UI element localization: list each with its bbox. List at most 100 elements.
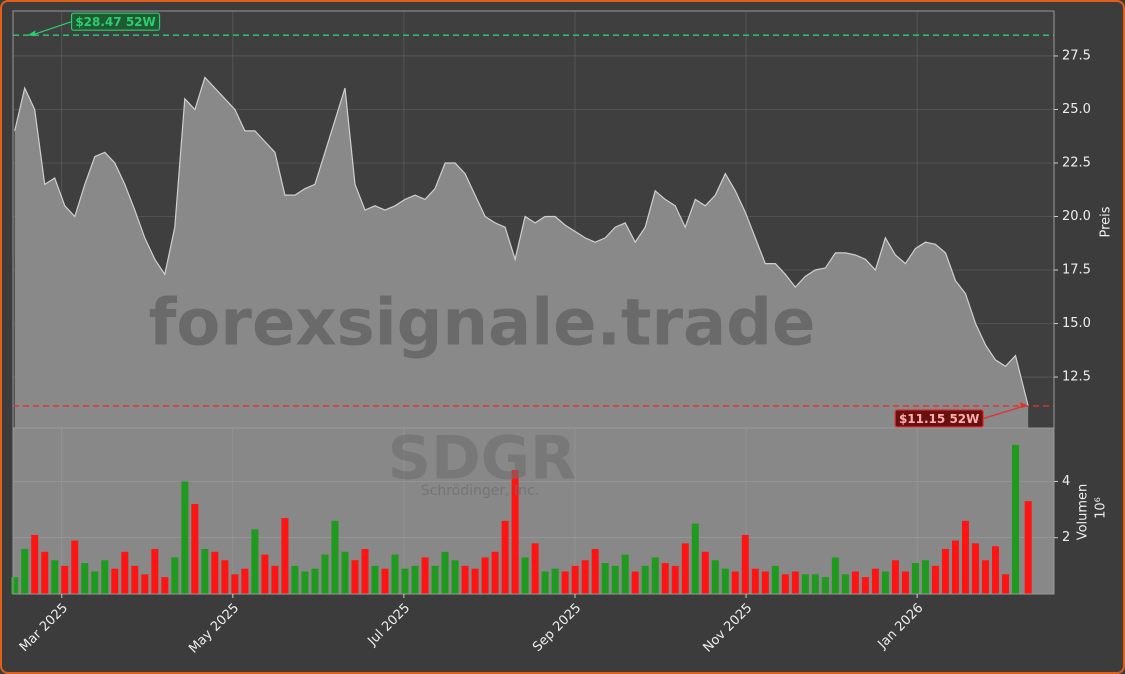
volume-bar bbox=[11, 577, 19, 594]
annotation-box bbox=[70, 12, 161, 31]
volume-bar bbox=[41, 551, 49, 594]
y-tick-label: 25.0 bbox=[1062, 102, 1091, 117]
volume-bar bbox=[61, 565, 69, 594]
company-watermark: Schrödinger, Inc. bbox=[421, 483, 539, 499]
volume-bar bbox=[661, 563, 669, 594]
volume-scale-label: 10⁶ bbox=[1094, 497, 1109, 519]
volume-bar bbox=[51, 560, 59, 594]
volume-bar bbox=[811, 574, 819, 594]
volume-bar bbox=[21, 548, 29, 594]
volume-bar bbox=[601, 563, 609, 594]
volume-bar bbox=[871, 568, 879, 594]
volume-bar bbox=[591, 548, 599, 594]
volume-bar bbox=[891, 560, 899, 594]
annotation-arrowhead bbox=[27, 30, 36, 37]
volume-bar bbox=[311, 568, 319, 594]
volume-bar bbox=[981, 560, 989, 594]
volume-bar bbox=[531, 543, 539, 594]
volume-bar bbox=[821, 577, 829, 594]
y-tick-label: 12.5 bbox=[1062, 370, 1091, 385]
volume-bar bbox=[421, 557, 429, 594]
volume-bar bbox=[711, 560, 719, 594]
volume-bar bbox=[681, 543, 689, 594]
annotation-arrow bbox=[982, 405, 1025, 420]
volume-bar bbox=[291, 565, 299, 594]
volume-bar bbox=[701, 551, 709, 594]
volume-bar bbox=[541, 571, 549, 594]
volume-bar bbox=[831, 557, 839, 594]
volume-bar bbox=[451, 560, 459, 594]
volume-bar bbox=[331, 520, 339, 594]
price-area bbox=[14, 77, 1029, 429]
volume-bar bbox=[501, 520, 509, 594]
price-line bbox=[14, 76, 1029, 407]
y-tick-label: 15.0 bbox=[1062, 316, 1091, 331]
volume-bar bbox=[471, 568, 479, 594]
volume-bar bbox=[231, 574, 239, 594]
y-tick-label: 4 bbox=[1062, 474, 1070, 489]
volume-bar bbox=[761, 571, 769, 594]
x-tick-label: Nov 2025 bbox=[700, 601, 755, 656]
volume-bar bbox=[201, 548, 209, 594]
volume-bar bbox=[721, 568, 729, 594]
volume-bar bbox=[621, 554, 629, 594]
volume-bar bbox=[781, 574, 789, 594]
x-tick-label: May 2025 bbox=[186, 601, 242, 657]
y-axis-label: Preis bbox=[1099, 206, 1114, 237]
volume-bar bbox=[121, 551, 129, 594]
volume-bar bbox=[631, 571, 639, 594]
annotation-box bbox=[894, 409, 984, 428]
volume-bar bbox=[881, 571, 889, 594]
x-tick-label: Sep 2025 bbox=[530, 601, 584, 655]
volume-bar bbox=[611, 565, 619, 594]
volume-bar bbox=[181, 481, 189, 594]
volume-bar bbox=[211, 551, 219, 594]
volume-bar bbox=[991, 546, 999, 594]
volume-bar bbox=[141, 574, 149, 594]
volume-bar bbox=[691, 523, 699, 594]
volume-bar bbox=[961, 520, 969, 594]
volume-bar bbox=[191, 503, 199, 594]
volume-bar bbox=[1012, 444, 1020, 594]
annotation-arrow bbox=[31, 21, 72, 36]
volume-bar bbox=[361, 548, 369, 594]
volume-bar bbox=[251, 529, 259, 594]
volume-bar bbox=[441, 551, 449, 594]
volume-bar bbox=[741, 534, 749, 594]
volume-bar bbox=[921, 560, 929, 594]
volume-bar bbox=[431, 565, 439, 594]
volume-bar bbox=[281, 518, 289, 594]
volume-bar bbox=[481, 557, 489, 594]
volume-bar bbox=[771, 565, 779, 594]
volume-bar bbox=[341, 551, 349, 594]
volume-bar bbox=[551, 568, 559, 594]
volume-bar bbox=[751, 568, 759, 594]
volume-bar bbox=[461, 565, 469, 594]
volume-axis-label: Volumen bbox=[1076, 484, 1091, 541]
volume-bar bbox=[161, 577, 169, 594]
volume-bar bbox=[901, 571, 909, 594]
volume-bar bbox=[911, 563, 919, 594]
volume-bar bbox=[521, 557, 529, 594]
y-tick-label: 2 bbox=[1062, 530, 1070, 545]
volume-bar bbox=[931, 565, 939, 594]
volume-bar bbox=[791, 571, 799, 594]
volume-bar bbox=[851, 571, 859, 594]
volume-bar bbox=[71, 540, 79, 594]
volume-bar bbox=[861, 577, 869, 594]
volume-bar bbox=[571, 565, 579, 594]
volume-bar bbox=[801, 574, 809, 594]
volume-bar bbox=[671, 565, 679, 594]
volume-bar bbox=[91, 571, 99, 594]
volume-bar bbox=[321, 554, 329, 594]
volume-bar bbox=[491, 551, 499, 594]
x-tick-label: Jul 2025 bbox=[364, 601, 413, 650]
volume-bar bbox=[81, 563, 89, 594]
watermark: forexsignale.trade bbox=[149, 287, 816, 361]
volume-bar bbox=[651, 557, 659, 594]
volume-bar bbox=[221, 560, 229, 594]
volume-bar bbox=[171, 557, 179, 594]
volume-bar bbox=[101, 560, 109, 594]
volume-bar bbox=[641, 565, 649, 594]
y-tick-label: 17.5 bbox=[1062, 263, 1091, 278]
